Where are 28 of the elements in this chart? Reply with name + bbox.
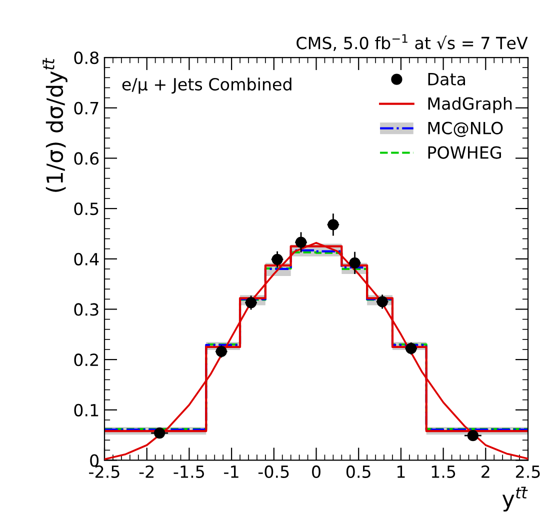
x-tick-label: 0 <box>312 465 320 478</box>
x-tick-label: 2.5 <box>516 465 540 478</box>
x-tick-label: -1.5 <box>174 466 204 478</box>
y-tick-label: 0.7 <box>74 102 98 114</box>
x-tick-label: 0.5 <box>346 465 370 478</box>
legend-label: Data <box>428 73 465 86</box>
chart-title: CMS, 5.0 fb$^{−1}$ at √s = 7 TeV <box>296 34 528 52</box>
y-tick-label: 0.3 <box>74 303 98 316</box>
legend-label: MadGraph <box>428 96 512 114</box>
x-tick-label: -2.5 <box>89 465 120 478</box>
y-tick-label: 0.5 <box>74 202 98 216</box>
y-axis-title: (1/σ) dσ/dy$^{tt̄}$ <box>42 58 68 192</box>
x-axis-title: y$^{tt̄}$ <box>502 486 528 512</box>
y-tick-label: 0.2 <box>74 354 98 366</box>
x-tick-label: 1.5 <box>432 466 456 478</box>
y-tick-label: 0.8 <box>74 51 98 64</box>
x-tick-label: 2 <box>482 465 490 478</box>
x-tick-label: -0.5 <box>258 465 289 478</box>
annotation: e/μ + Jets Combined <box>122 78 292 94</box>
x-tick-label: 1 <box>397 466 405 478</box>
y-tick-label: 0.1 <box>74 404 98 416</box>
y-tick-label: 0.4 <box>74 252 99 266</box>
x-tick-label: -2 <box>139 465 154 478</box>
x-tick-label: -1 <box>224 466 238 478</box>
y-tick-label: 0.6 <box>74 152 99 165</box>
legend-label: POWHEG <box>428 146 501 159</box>
legend-label: MC@NLO <box>428 122 503 138</box>
y-tick-label: 0 <box>90 454 99 467</box>
